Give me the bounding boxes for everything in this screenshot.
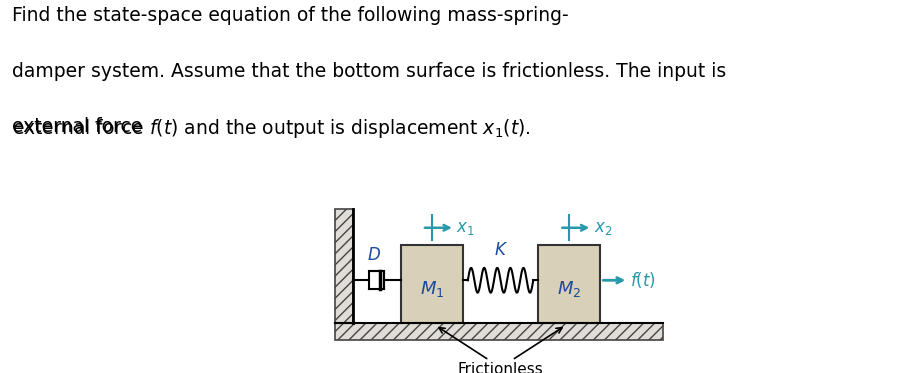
Text: external force: external force [12,117,148,137]
Text: $M_1$: $M_1$ [419,279,444,299]
Text: $f(t)$: $f(t)$ [629,270,655,290]
Text: Frictionless: Frictionless [457,362,543,373]
Bar [538,245,600,323]
Text: $x_1$: $x_1$ [456,219,474,237]
Text: $M_2$: $M_2$ [557,279,581,299]
Bar [400,245,463,323]
Bar [335,323,662,340]
Bar [335,209,353,323]
Text: Find the state-space equation of the following mass-spring-: Find the state-space equation of the fol… [12,6,567,25]
Text: damper system. Assume that the bottom surface is frictionless. The input is: damper system. Assume that the bottom su… [12,62,725,81]
Bar [538,245,600,323]
Bar [400,245,463,323]
Text: $D$: $D$ [366,246,381,264]
Text: $x_2$: $x_2$ [594,219,612,237]
Text: $K$: $K$ [493,241,507,259]
Text: external force $f(t)$ and the output is displacement $x_1(t)$.: external force $f(t)$ and the output is … [12,117,530,141]
